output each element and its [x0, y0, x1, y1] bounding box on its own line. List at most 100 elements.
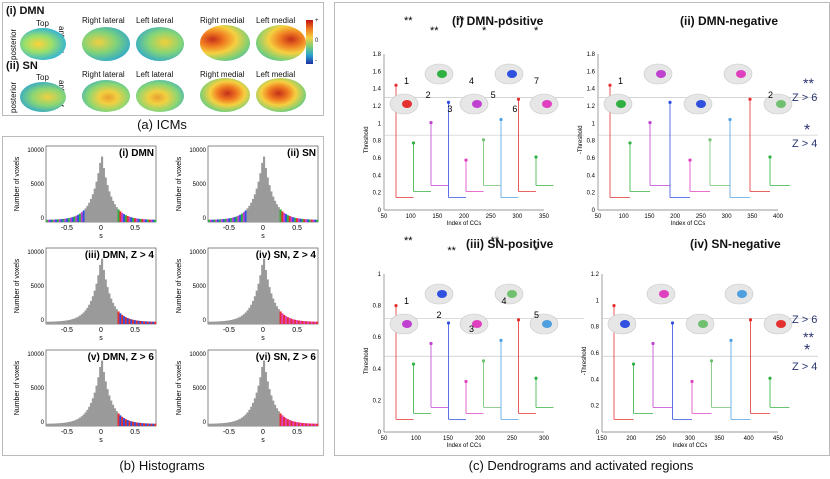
- histogram-bar: [290, 420, 293, 426]
- histogram-bar: [244, 414, 247, 426]
- histogram-bar: [231, 217, 234, 222]
- histogram-xlabel: s: [99, 335, 103, 342]
- histogram-bar: [250, 304, 253, 324]
- histogram-bar: [228, 422, 231, 426]
- dendrogram-node: [651, 341, 655, 346]
- dendrogram-panel-1: 1.8 1.6 1.4 1.2 1 0.8 0.6 0.4 0.2 050 100 150 200 250…: [364, 15, 584, 227]
- histogram-bar: [288, 318, 291, 324]
- histogram-bar: [77, 316, 80, 324]
- dendrogram-ytick: 0.2: [373, 191, 382, 197]
- histogram-title: (v) DMN, Z > 6: [88, 352, 155, 363]
- dendrogram-xtick: 50: [381, 214, 388, 220]
- histogram-bar: [250, 202, 253, 222]
- histogram-bar: [297, 422, 300, 426]
- histogram-bar: [49, 321, 52, 324]
- histogram-bar: [297, 320, 300, 324]
- histogram-bar: [279, 209, 282, 222]
- histogram-bar: [297, 218, 300, 222]
- histogram-bar: [69, 217, 72, 222]
- dendro-title-sn-negative: (iv) SN-negative: [690, 237, 781, 251]
- histogram-bar: [148, 423, 151, 426]
- histogram-bar: [270, 293, 273, 324]
- histogram-bar: [86, 409, 89, 426]
- histogram-bar: [77, 214, 80, 222]
- dendrogram-xtick: 200: [459, 214, 470, 220]
- histogram-bar: [99, 366, 102, 426]
- dendrogram-ytick: 1.6: [373, 69, 382, 75]
- histogram-panel-6: (vi) SN, Z > 6 10000 5000 0 -0.5 0 0.5 s Number …: [176, 349, 319, 444]
- histogram-bar: [46, 219, 49, 222]
- view-label-right-lateral-2: Right lateral: [82, 70, 125, 79]
- histogram-bar: [88, 406, 91, 426]
- histogram-bar: [261, 264, 264, 324]
- histogram-bar: [224, 422, 227, 426]
- histogram-bar: [137, 320, 140, 324]
- dendrogram-node: [446, 100, 451, 104]
- dendrogram-node: [628, 141, 632, 145]
- dendrogram-star: *: [534, 25, 539, 37]
- histogram-bar: [242, 212, 245, 222]
- histogram-bar: [314, 219, 317, 222]
- histogram-bar: [130, 421, 133, 426]
- dendrogram-xtick: 250: [507, 436, 518, 442]
- histogram-bar: [281, 415, 284, 426]
- histogram-bar: [253, 398, 256, 426]
- dendrogram-ytick: 1.2: [591, 272, 600, 278]
- histogram-bar: [307, 321, 310, 324]
- histogram-bar: [299, 422, 302, 426]
- dendrogram-ylabel: Threshold: [364, 126, 370, 153]
- histogram-xlabel: s: [99, 233, 103, 240]
- histogram-bar: [58, 423, 61, 426]
- histogram-bar: [135, 422, 138, 426]
- histogram-bar: [279, 311, 282, 324]
- dendrogram-ytick: 0: [596, 430, 600, 436]
- histogram-bar: [128, 216, 131, 222]
- histogram-bar: [82, 210, 85, 222]
- histogram-xtick: 0.5: [130, 429, 140, 436]
- histogram-bar: [117, 413, 120, 426]
- histogram-bar: [79, 315, 82, 324]
- dendrogram-cluster-label: 3: [447, 104, 452, 114]
- histogram-bar: [253, 296, 256, 324]
- dendrogram-ylabel: Threshold: [364, 348, 370, 375]
- histogram-bar: [69, 319, 72, 324]
- icms-row2-label: (ii) SN: [6, 60, 38, 72]
- histogram-bar: [263, 258, 266, 324]
- histogram-xtick: 0.5: [292, 429, 302, 436]
- histogram-ytick: 10000: [27, 250, 44, 256]
- dendrogram-panel-2: 1.8 1.6 1.4 1.2 1 0.8 0.6 0.4 0.2 050 100 150 200 250…: [578, 52, 818, 227]
- histogram-ytick: 10000: [189, 148, 206, 154]
- histogram-xtick: 0.5: [292, 225, 302, 232]
- histogram-bar: [235, 318, 238, 324]
- histogram-bar: [145, 219, 148, 222]
- dendrogram-ytick: 1: [596, 298, 600, 304]
- histogram-bar: [224, 218, 227, 222]
- histogram-ylabel: Number of voxels: [176, 258, 183, 313]
- dendrogram-ytick: 0.2: [591, 404, 600, 410]
- histogram-bar: [148, 219, 151, 222]
- histogram-bar: [57, 219, 60, 222]
- brain-sn-right-lateral: [82, 80, 130, 112]
- legend-top-z6: Z > 6: [792, 92, 818, 104]
- histogram-bar: [124, 419, 127, 426]
- histogram-bar: [46, 423, 49, 426]
- histogram-xlabel: s: [261, 233, 265, 240]
- dendrogram-ytick: 0.4: [373, 367, 382, 373]
- dendrogram-xtick: 300: [722, 214, 733, 220]
- dendrogram-node: [411, 141, 416, 145]
- histogram-bar: [231, 319, 234, 324]
- histogram-bar: [137, 218, 140, 222]
- icms-colorbar: [306, 20, 313, 64]
- histogram-bar: [252, 402, 255, 426]
- dendrogram-node: [709, 359, 714, 363]
- histogram-bar: [241, 213, 244, 222]
- histogram-bar: [132, 319, 135, 324]
- dendrogram-xtick: 300: [685, 436, 696, 442]
- histogram-bar: [255, 392, 258, 426]
- histogram-bar: [139, 320, 142, 324]
- dendrogram-ylabel: -Threshold: [578, 125, 584, 154]
- histogram-ytick: 5000: [31, 182, 45, 188]
- histogram-bar: [263, 360, 266, 426]
- dendrogram-ytick: 0.6: [591, 351, 600, 357]
- legend-bottom-z4: Z > 4: [792, 361, 818, 373]
